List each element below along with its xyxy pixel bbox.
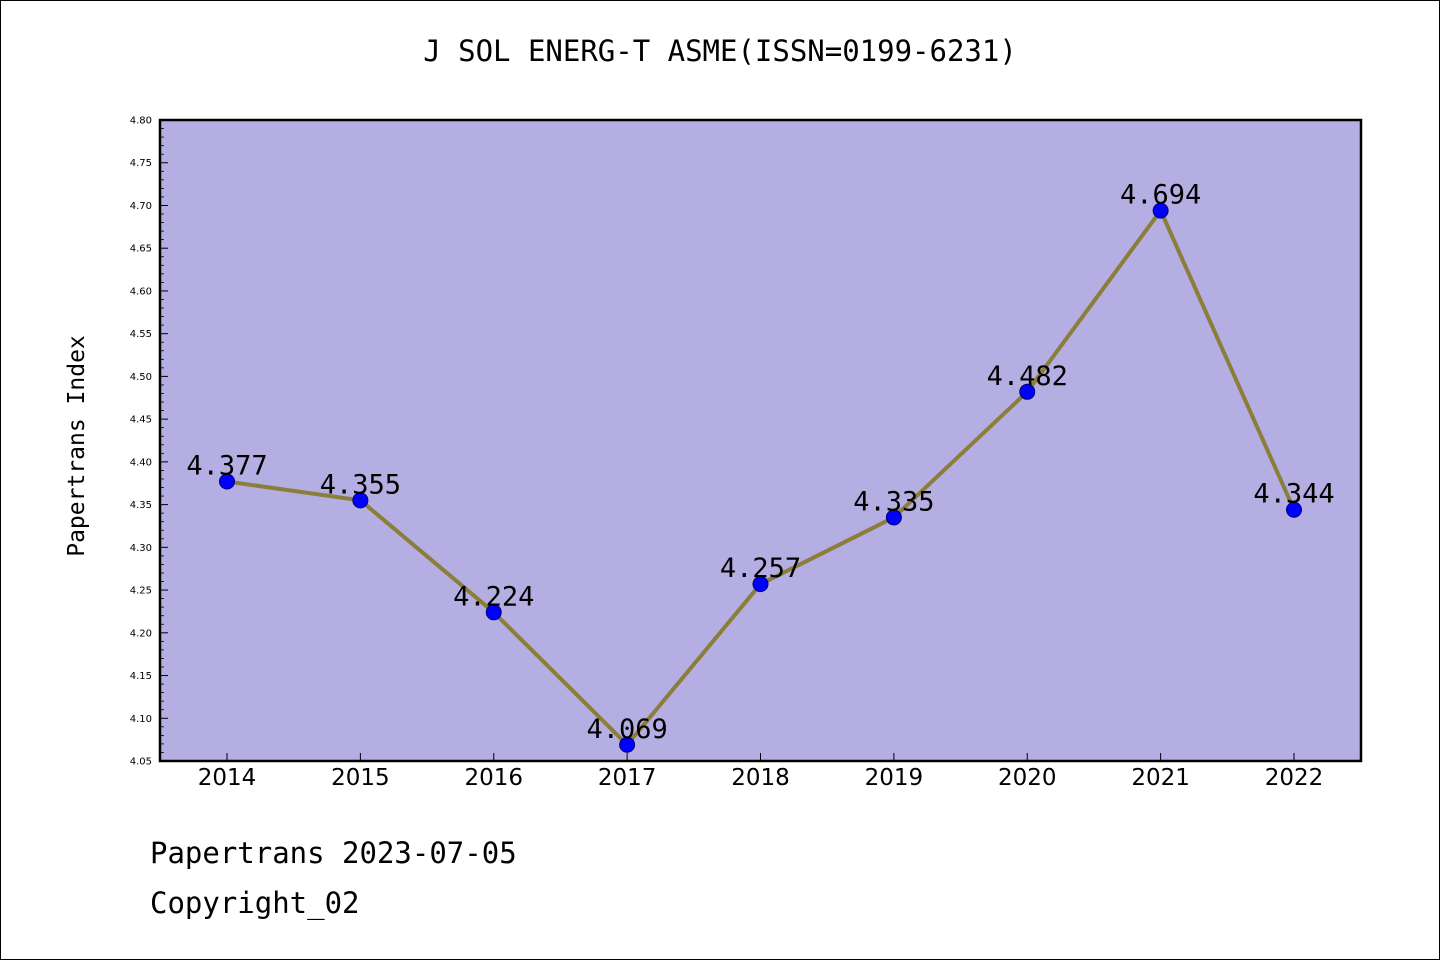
x-tick-label: 2014 xyxy=(198,765,257,791)
data-label: 4.335 xyxy=(853,486,934,517)
y-tick-label: 4.50 xyxy=(130,372,152,383)
y-tick-label: 4.80 xyxy=(130,116,152,127)
data-label: 4.377 xyxy=(186,451,267,482)
footer-copyright: Copyright_02 xyxy=(150,886,360,920)
x-tick-label: 2020 xyxy=(998,765,1057,791)
y-tick-label: 4.70 xyxy=(130,201,152,212)
data-label: 4.069 xyxy=(586,714,667,745)
y-tick-label: 4.15 xyxy=(130,671,152,682)
data-label: 4.344 xyxy=(1253,479,1334,510)
y-axis-ticks: 4.05 4.10 4.15 4.20 4.25 4.30 4.35 4.40 4.45 4.50… xyxy=(130,116,168,768)
x-tick-label: 2017 xyxy=(598,765,657,791)
x-tick-label: 2018 xyxy=(731,765,790,791)
data-label: 4.224 xyxy=(453,581,534,612)
x-tick-label: 2021 xyxy=(1131,765,1190,791)
data-point xyxy=(219,473,235,490)
x-tick-label: 2015 xyxy=(331,765,390,791)
data-label: 4.694 xyxy=(1120,180,1201,211)
plot-border xyxy=(158,118,1363,763)
x-tick-label: 2016 xyxy=(464,765,523,791)
data-label: 4.257 xyxy=(720,553,801,584)
y-tick-label: 4.30 xyxy=(130,543,152,554)
data-label: 4.355 xyxy=(320,469,401,500)
y-tick-label: 4.35 xyxy=(130,500,152,511)
data-point xyxy=(1152,202,1169,219)
y-tick-label: 4.05 xyxy=(130,757,152,768)
data-markers xyxy=(219,202,1302,753)
y-tick-label: 4.10 xyxy=(130,714,152,725)
y-tick-label: 4.25 xyxy=(130,586,152,597)
chart-title: J SOL ENERG-T ASME(ISSN=0199-6231) xyxy=(423,34,1017,68)
y-tick-label: 4.60 xyxy=(130,286,152,297)
data-point xyxy=(752,576,769,593)
y-tick-label: 4.20 xyxy=(130,628,152,639)
data-labels: 4.377 4.355 4.224 4.069 4.257 4.335 4.482 4.694… xyxy=(186,180,1334,745)
y-axis-label: Papertrans Index xyxy=(64,335,90,557)
data-point xyxy=(352,492,369,509)
y-tick-label: 4.45 xyxy=(130,415,152,426)
data-label: 4.482 xyxy=(987,361,1068,392)
y-tick-label: 4.40 xyxy=(130,457,152,468)
data-point xyxy=(885,509,902,526)
data-point xyxy=(619,736,636,753)
data-point xyxy=(485,604,502,621)
plot-area xyxy=(160,120,1361,761)
data-point xyxy=(1286,501,1302,518)
x-tick-label: 2022 xyxy=(1265,765,1324,791)
data-point xyxy=(1019,383,1036,400)
x-axis-ticks: 2014 2015 2016 2017 2018 2019 2020 2021 2022 xyxy=(198,753,1324,791)
x-tick-label: 2019 xyxy=(865,765,924,791)
y-tick-label: 4.55 xyxy=(130,329,152,340)
y-tick-label: 4.75 xyxy=(130,158,152,169)
y-tick-label: 4.65 xyxy=(130,244,152,255)
footer-date: Papertrans 2023-07-05 xyxy=(150,836,517,870)
